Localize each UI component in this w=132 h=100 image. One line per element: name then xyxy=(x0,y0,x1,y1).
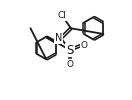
Text: O: O xyxy=(81,41,88,50)
Text: O: O xyxy=(66,60,73,69)
Text: Cl: Cl xyxy=(58,11,67,20)
Text: N: N xyxy=(55,33,62,43)
Text: S: S xyxy=(66,44,74,56)
